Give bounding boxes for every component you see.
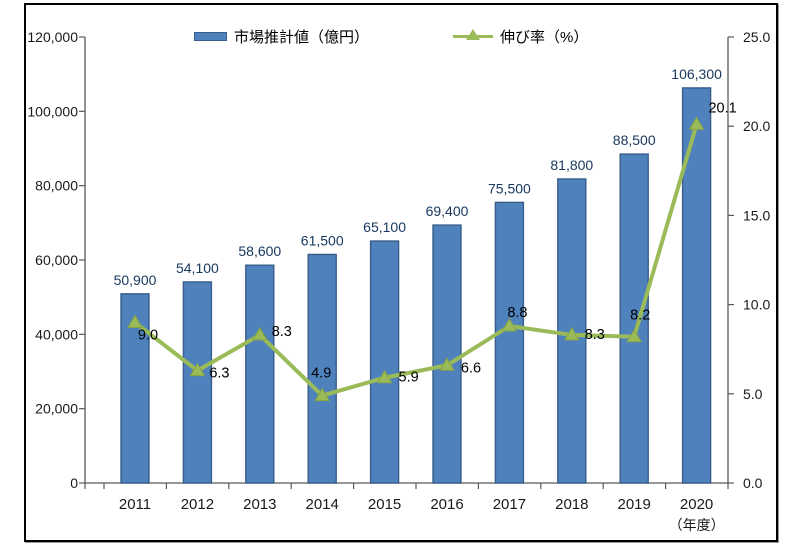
- bar-series-legend-label: 市場推計値（億円）: [234, 28, 370, 46]
- bar-2016: [432, 224, 462, 484]
- bar-value-label: 50,900: [114, 272, 157, 288]
- line-series-legend-label: 伸び率（%）: [500, 28, 589, 46]
- line-marker-2011: [127, 314, 143, 328]
- x-axis-category-label: 2013: [243, 496, 276, 513]
- x-axis-category-label: 2012: [181, 496, 214, 513]
- bar-value-label: 61,500: [301, 232, 344, 248]
- y-axis-right-tick-label: 0.0: [743, 475, 763, 491]
- line-marker-2013: [251, 326, 268, 341]
- line-value-label: 8.8: [507, 305, 527, 321]
- bar-value-label: 69,400: [426, 203, 469, 219]
- y-axis-right-tick-label: 5.0: [743, 386, 763, 402]
- line-value-label: 6.3: [209, 366, 229, 382]
- legend-triangle-marker-icon: [466, 29, 480, 40]
- x-axis-category-label: 2015: [368, 496, 401, 513]
- bar-2017: [494, 201, 525, 484]
- y-axis-left-tick-label: 80,000: [35, 178, 78, 194]
- line-marker-2016: [439, 357, 455, 371]
- x-axis-category-label: 2020: [680, 496, 713, 513]
- x-axis-category-label: 2014: [306, 496, 339, 513]
- bar-value-label: 106,300: [671, 66, 722, 82]
- bar-2013: [245, 264, 275, 484]
- y-axis-right-tick-label: 10.0: [743, 297, 770, 313]
- line-marker-2019: [626, 328, 643, 343]
- bar-2012: [182, 281, 213, 484]
- y-axis-left-tick-label: 60,000: [35, 252, 78, 268]
- bar-value-label: 54,100: [176, 260, 219, 276]
- bar-2014: [307, 253, 337, 484]
- y-axis-left-tick-label: 20,000: [35, 401, 78, 417]
- y-axis-left-tick-label: 0: [70, 475, 78, 491]
- bar-value-label: 65,100: [363, 219, 406, 235]
- bar-value-label: 75,500: [488, 180, 531, 196]
- line-value-label: 8.3: [585, 327, 605, 343]
- line-value-label: 4.9: [311, 366, 331, 382]
- x-axis-category-label: 2019: [618, 496, 651, 513]
- line-marker-2014: [314, 387, 331, 402]
- line-marker-2012: [189, 362, 206, 377]
- y-axis-left-tick-label: 40,000: [35, 326, 78, 342]
- y-axis-right-tick-label: 20.0: [743, 118, 770, 134]
- line-value-label: 20.1: [708, 100, 736, 116]
- line-value-label: 9.0: [138, 327, 158, 343]
- growth-rate-line: [133, 122, 699, 398]
- x-axis-category-label: 2016: [430, 496, 463, 513]
- line-value-label: 8.3: [272, 324, 292, 340]
- line-marker-2017: [501, 318, 518, 332]
- line-series-swatch-icon: [453, 29, 493, 43]
- line-marker-2018: [563, 326, 580, 341]
- y-axis-left-tick-label: 100,000: [27, 103, 78, 119]
- bar-series-swatch-icon: [194, 31, 227, 41]
- x-axis-category-label: 2011: [119, 496, 151, 513]
- y-axis-right-tick-label: 15.0: [743, 207, 770, 223]
- bar-value-label: 81,800: [550, 157, 593, 173]
- bar-2015: [369, 240, 400, 484]
- line-marker-2015: [376, 369, 393, 384]
- legend-item-market-value: 市場推計値（億円）: [194, 26, 369, 46]
- y-axis-right-tick-label: 25.0: [743, 29, 770, 45]
- bar-2020: [681, 87, 712, 484]
- line-value-label: 8.2: [630, 308, 650, 324]
- legend-item-growth-rate: 伸び率（%）: [453, 26, 588, 46]
- x-axis-category-label: 2017: [493, 496, 526, 513]
- x-axis-category-label: 2018: [555, 496, 588, 513]
- line-value-label: 6.6: [461, 360, 481, 376]
- bar-2019: [619, 153, 649, 484]
- line-value-label: 5.9: [399, 370, 419, 386]
- x-axis-unit-label: （年度）: [669, 517, 725, 533]
- bar-value-label: 88,500: [613, 132, 656, 148]
- bar-value-label: 58,600: [238, 243, 281, 259]
- line-marker-2020: [688, 116, 705, 130]
- y-axis-left-tick-label: 120,000: [27, 29, 78, 45]
